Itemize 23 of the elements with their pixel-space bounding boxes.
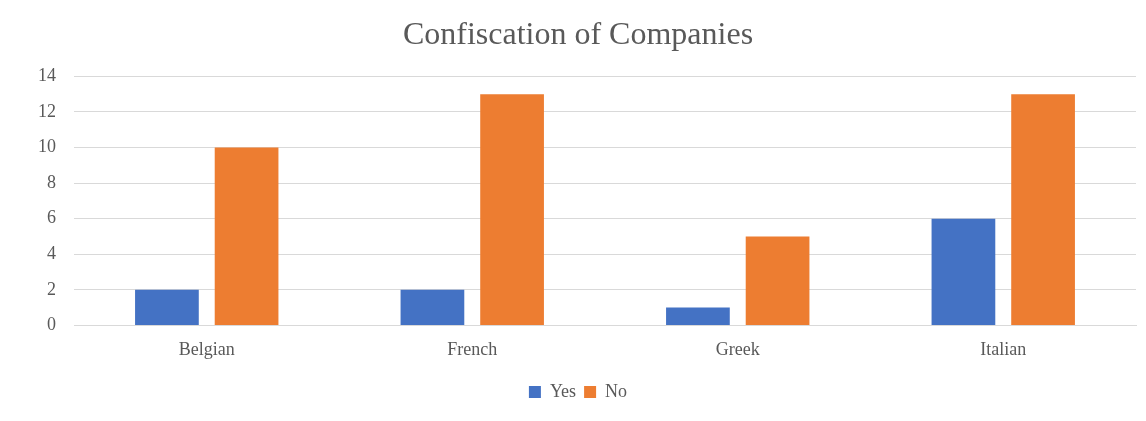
legend-label: Yes xyxy=(549,380,577,401)
y-tick-label: 0 xyxy=(47,314,56,335)
x-tick-label: Belgian xyxy=(178,338,235,359)
y-tick-label: 6 xyxy=(47,207,56,228)
bar xyxy=(480,94,544,325)
bar xyxy=(214,147,279,325)
bar xyxy=(931,218,996,325)
bar xyxy=(400,289,465,325)
y-tick-label: 8 xyxy=(47,171,56,192)
legend-label: No xyxy=(605,380,628,401)
y-tick-label: 2 xyxy=(47,278,56,299)
bar xyxy=(666,307,730,325)
y-tick-label: 14 xyxy=(38,65,56,86)
chart-title: Confiscation of Companies xyxy=(402,14,754,51)
bar xyxy=(1011,94,1075,325)
bar xyxy=(745,236,810,325)
y-tick-label: 10 xyxy=(38,136,56,157)
y-tick-label: 4 xyxy=(47,242,56,263)
x-tick-label: Greek xyxy=(715,338,760,359)
y-tick-label: 12 xyxy=(38,100,56,121)
x-tick-label: French xyxy=(447,338,498,359)
x-tick-label: Italian xyxy=(980,338,1027,359)
bar xyxy=(135,289,199,325)
